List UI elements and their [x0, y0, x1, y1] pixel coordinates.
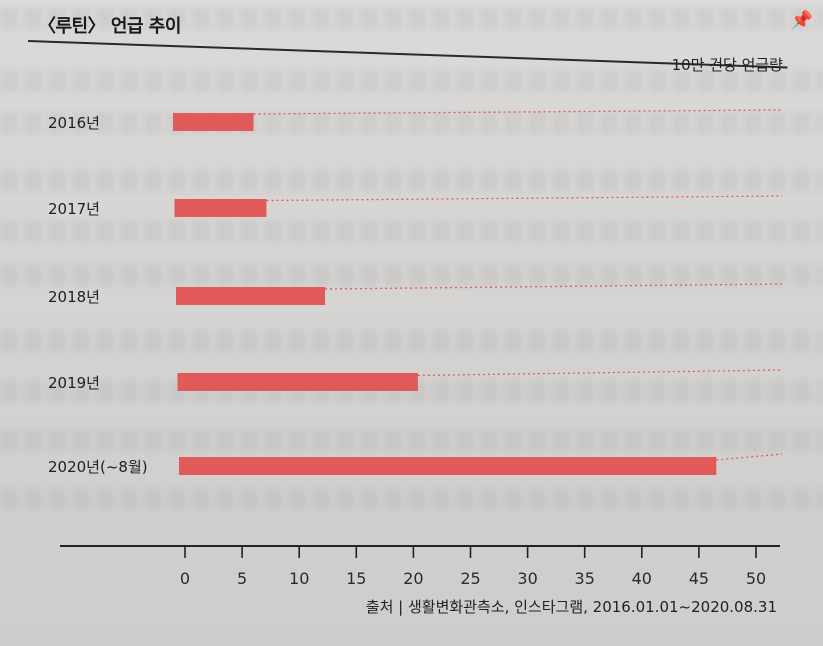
source-note: 출처 | 생활변화관측소, 인스타그램, 2016.01.01~2020.08.…	[365, 598, 777, 616]
bar	[177, 373, 418, 391]
bar	[174, 199, 267, 217]
unit-label: 10만 건당 언급량	[671, 56, 783, 74]
bar	[173, 113, 254, 131]
category-label: 2019년	[48, 374, 100, 392]
category-label: 2017년	[48, 200, 100, 218]
guide-line	[325, 283, 783, 290]
x-tick-label: 50	[746, 569, 766, 588]
guide-line	[716, 453, 783, 461]
bar	[176, 287, 326, 305]
guide-line	[253, 109, 783, 115]
bar	[179, 457, 717, 475]
x-tick-label: 40	[632, 569, 652, 588]
x-tick-label: 30	[517, 569, 537, 588]
x-tick-label: 15	[346, 569, 366, 588]
category-label: 2016년	[48, 114, 100, 132]
category-label: 2018년	[48, 288, 100, 306]
guide-line	[417, 369, 783, 377]
x-tick-label: 10	[289, 569, 309, 588]
x-tick-label: 0	[180, 569, 190, 588]
x-tick-label: 25	[460, 569, 480, 588]
guide-line	[266, 195, 783, 202]
pin-icon: 📌	[790, 10, 813, 31]
x-tick-label: 45	[689, 569, 709, 588]
category-label: 2020년(~8월)	[48, 458, 148, 476]
x-tick-label: 35	[575, 569, 595, 588]
x-tick-label: 5	[237, 569, 247, 588]
x-tick-label: 20	[403, 569, 423, 588]
chart-title: 〈루틴〉 언급 추이	[38, 16, 181, 37]
